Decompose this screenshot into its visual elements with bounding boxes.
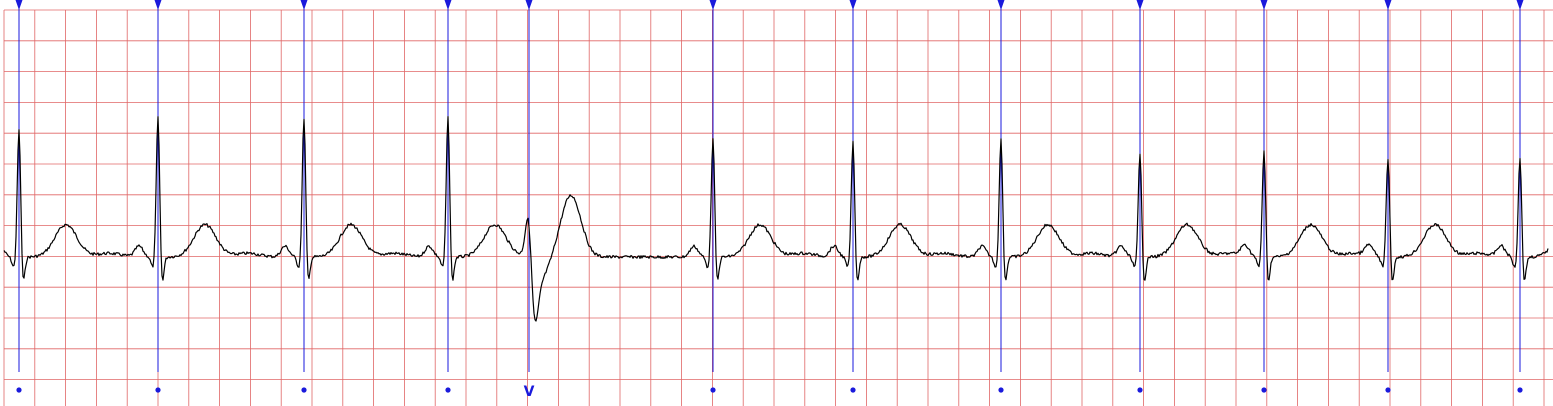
beat-marker-arrow [1516,0,1524,10]
beat-label-normal [1137,387,1143,393]
beat-marker-arrow [709,0,717,10]
beat-marker-arrow [997,0,1005,10]
beat-marker-arrow [154,0,162,10]
beat-labels: V [16,384,1523,400]
beat-label-normal [710,387,716,393]
beat-label-normal [155,387,161,393]
beat-marker-arrow [525,0,533,10]
beat-label-normal [16,387,22,393]
beat-marker-arrow [444,0,452,10]
beat-markers [15,0,1524,372]
ecg-grid [3,9,1553,406]
beat-marker-arrow [1384,0,1392,10]
beat-label-normal [1385,387,1391,393]
beat-label-normal [1261,387,1267,393]
beat-label-normal [301,387,307,393]
beat-label-normal [445,387,451,393]
beat-label-normal [1517,387,1523,393]
beat-label-normal [998,387,1004,393]
beat-marker-arrow [15,0,23,10]
beat-marker-arrow [849,0,857,10]
beat-marker-arrow [1136,0,1144,10]
beat-marker-arrow [300,0,308,10]
beat-label-normal [850,387,856,393]
beat-marker-arrow [1260,0,1268,10]
beat-label-ventricular: V [524,384,535,400]
ecg-trace-line [3,116,1549,322]
